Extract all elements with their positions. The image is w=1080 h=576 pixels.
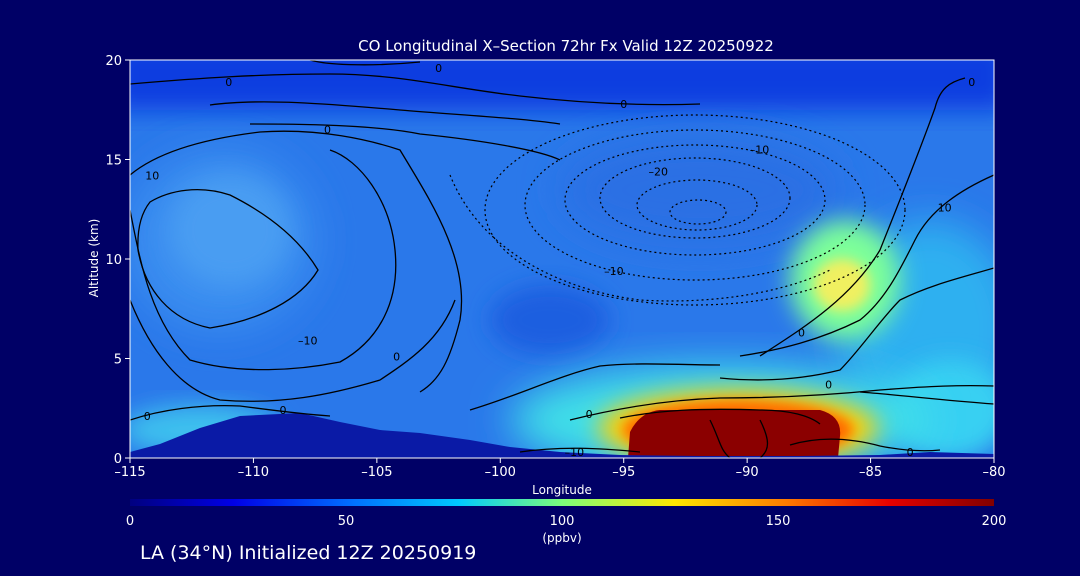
contour-label: 10 (938, 201, 952, 214)
contour-label: 0 (968, 76, 975, 89)
x-tick-label: –80 (982, 465, 1005, 480)
contour-label: 0 (825, 378, 832, 391)
contour-label: 0 (586, 408, 593, 421)
contour-west-outer (130, 299, 456, 402)
contour-neg-1 (484, 114, 906, 306)
contour-0-top (130, 73, 701, 106)
y-axis: 0 5 10 15 20 (105, 54, 130, 467)
x-tick-label: –85 (859, 465, 882, 480)
contour-east-bl (789, 438, 941, 452)
contour-0-low (469, 363, 721, 411)
chart-title: CO Longitudinal X–Section 72hr Fx Valid … (358, 37, 774, 55)
contour-west-mid (130, 149, 397, 371)
contour-label: 0 (798, 327, 805, 340)
contour-labels: 0 0 0 0 10 –10 –20 –10 10 –10 0 0 0 0 0 0 –10 0 0 (144, 62, 976, 459)
contour-east-low2 (859, 391, 994, 405)
contour-label: –10 (750, 144, 770, 157)
contour-0-bl (619, 408, 821, 425)
contour-lines-negative (449, 114, 906, 306)
contour-neg-5 (636, 179, 758, 231)
contour-neg-3 (564, 144, 826, 256)
contour-east-mid (719, 267, 994, 381)
contour-plume-inner (709, 419, 769, 458)
x-tick-label: –90 (736, 465, 759, 480)
colorbar-ticks: 0 50 100 150 200 (126, 514, 1007, 529)
contour-label: –10 (298, 335, 318, 348)
contour-label: 0 (280, 404, 287, 417)
contour-sw (130, 404, 331, 421)
field-mid-max-core (814, 259, 870, 311)
x-tick-label: –95 (612, 465, 635, 480)
contour-neg-2 (524, 129, 866, 281)
contour-0-arc (209, 101, 561, 125)
contour-label: –10 (604, 265, 624, 278)
field-bl-core (628, 410, 841, 458)
x-axis: –115 –110 –105 –100 –95 –90 –85 –80 (114, 458, 1006, 480)
contour-neg10-sfc (519, 447, 641, 453)
y-tick-label: 15 (105, 154, 122, 169)
terrain (130, 413, 994, 458)
y-tick-label: 0 (114, 452, 122, 467)
contour-neg-outer (449, 174, 831, 302)
contour-lines (130, 60, 994, 458)
contour-0-sfc (569, 384, 994, 421)
colorbar-tick-label: 0 (126, 514, 134, 529)
field-mid-low (490, 285, 610, 355)
contour-label: 0 (620, 98, 627, 111)
footer-caption: LA (34°N) Initialized 12Z 20250919 (140, 542, 477, 564)
x-tick-label: –115 (114, 465, 145, 480)
x-axis-label: Longitude (532, 483, 592, 497)
x-tick-label: –100 (485, 465, 516, 480)
contour-label: 0 (907, 446, 914, 459)
contour-east-10 (739, 174, 994, 357)
colorbar-tick-label: 200 (982, 514, 1007, 529)
contour-neg-6 (669, 199, 727, 225)
x-tick-label: –105 (361, 465, 392, 480)
contour-label: 0 (225, 76, 232, 89)
contour-label: –20 (649, 165, 669, 178)
contour-label: 0 (435, 62, 442, 75)
y-tick-label: 10 (105, 253, 122, 268)
field-upper-low (560, 135, 840, 245)
contour-east-0 (759, 77, 966, 357)
field-west-core (170, 175, 290, 285)
contour-0-top2 (309, 60, 421, 66)
contour-label: 0 (393, 351, 400, 364)
contour-neg-4 (599, 157, 791, 239)
contour-label: 0 (324, 124, 331, 137)
x-tick-label: –110 (238, 465, 269, 480)
contour-label: –10 (565, 446, 585, 459)
colorbar-tick-label: 50 (338, 514, 355, 529)
colorbar (130, 499, 994, 506)
y-tick-label: 5 (114, 353, 122, 368)
colorbar-unit: (ppbv) (542, 531, 581, 545)
colorbar-tick-label: 100 (550, 514, 575, 529)
contour-label: 10 (145, 169, 159, 182)
contour-10-west (130, 130, 463, 393)
y-tick-label: 20 (105, 54, 122, 69)
contour-label: 0 (144, 410, 151, 423)
colorbar-tick-label: 150 (766, 514, 791, 529)
contour-0-upper (249, 123, 561, 161)
heatmap-field (130, 60, 994, 458)
y-axis-label: Altitude (km) (87, 219, 101, 298)
